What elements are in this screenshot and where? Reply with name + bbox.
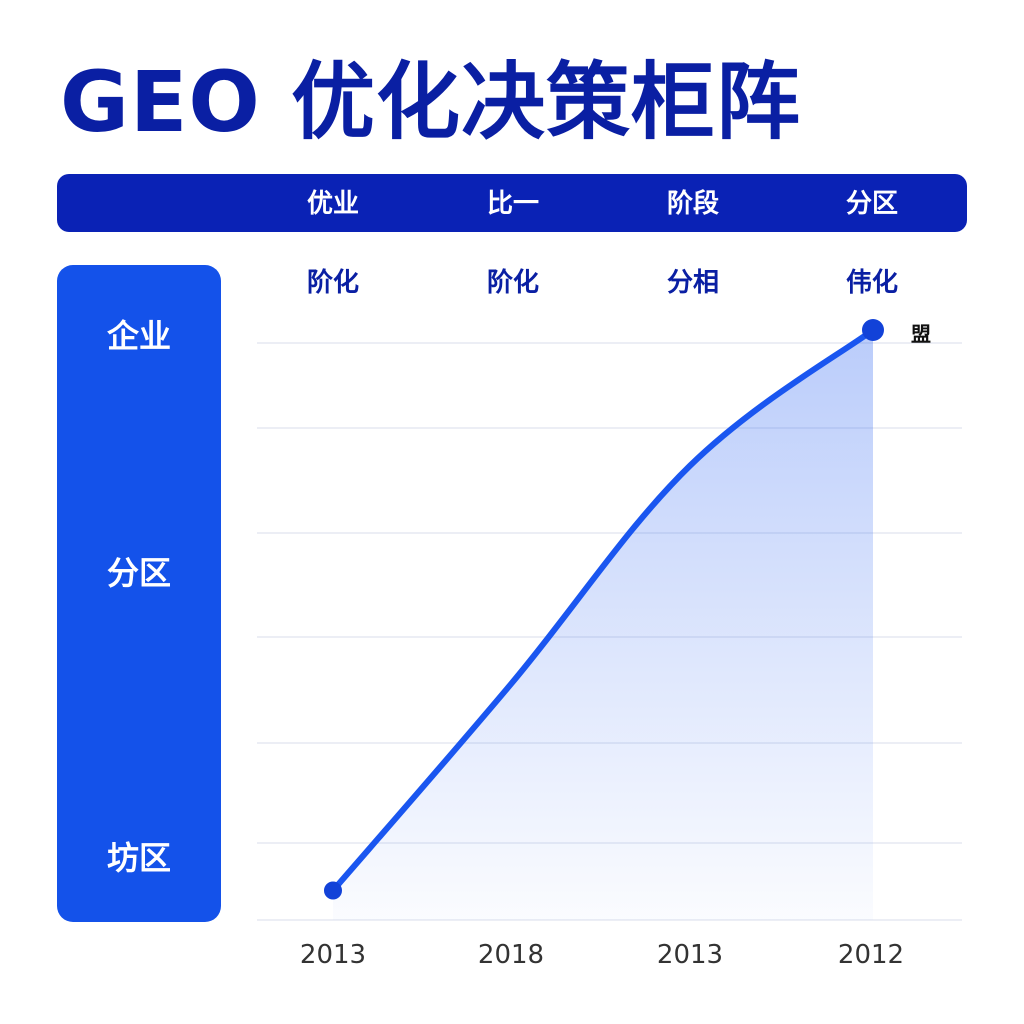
header-bar: [57, 174, 967, 232]
header-label: 优业: [306, 189, 359, 219]
side-label: 分区: [106, 554, 171, 592]
header-label: 分区: [845, 189, 898, 219]
series-line: [330, 327, 876, 894]
data-point: [324, 881, 342, 900]
x-tick-label: 2012: [837, 940, 905, 970]
stage-label: 阶化: [306, 268, 359, 298]
stage-label: 伟化: [845, 268, 898, 298]
area-fill: [333, 330, 873, 920]
data-point: [862, 319, 884, 341]
end-point-label: 盟: [911, 322, 931, 346]
header-label: 比一: [486, 189, 539, 219]
x-tick-label: 2018: [477, 940, 545, 970]
side-label: 坊区: [106, 839, 171, 877]
stage-label: 阶化: [486, 268, 539, 298]
side-label: 企业: [106, 317, 171, 355]
x-tick-label: 2013: [299, 940, 367, 970]
stage-label: 分相: [666, 268, 719, 298]
header-label: 阶段: [666, 189, 719, 219]
side-panel: [57, 265, 221, 922]
x-tick-label: 2013: [656, 940, 724, 970]
chart-title: GEO 优化决策柜阵: [60, 53, 801, 151]
